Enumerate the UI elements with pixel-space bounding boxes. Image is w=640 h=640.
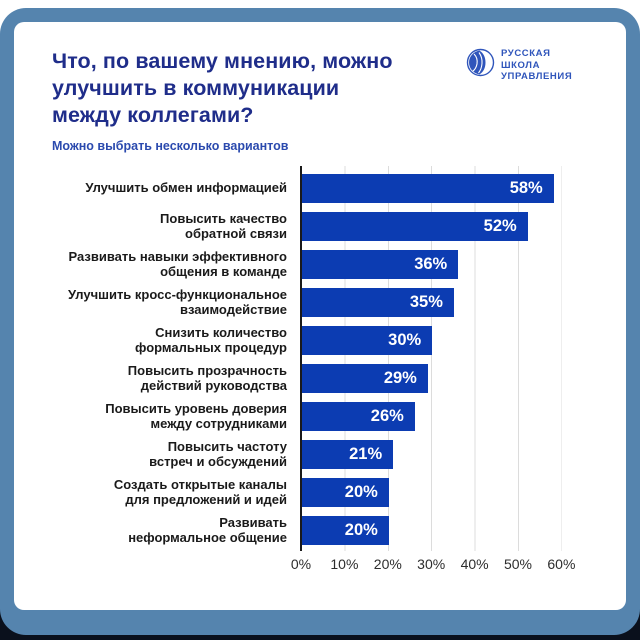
bar-value-label: 58% xyxy=(509,178,543,197)
infographic-card: Что, по вашему мнению, можно улучшить в … xyxy=(14,22,626,610)
bar: 20% xyxy=(302,477,389,507)
bar-value-label: 36% xyxy=(414,254,448,273)
bar-category-label: Улучшить кросс-функциональное взаимодейс… xyxy=(67,286,287,318)
bar-track: 30% xyxy=(300,325,562,355)
bar-track: 52% xyxy=(300,211,562,241)
table-row: Развивать навыки эффективного общения в … xyxy=(50,245,562,283)
bar-category-label: Повысить качество обратной связи xyxy=(160,210,287,242)
bar-value-label: 35% xyxy=(409,292,443,311)
table-row: Развивать неформальное общение 20% xyxy=(50,511,562,549)
bar-track: 20% xyxy=(300,515,562,545)
bar-value-label: 30% xyxy=(388,330,422,349)
bar-category-label: Улучшить обмен информацией xyxy=(85,180,287,196)
bar-rows: Улучшить обмен информацией 58% Повысить ка… xyxy=(50,169,562,549)
bar: 26% xyxy=(302,401,415,431)
table-row: Повысить прозрачность действий руководст… xyxy=(50,359,562,397)
plot-area: Улучшить обмен информацией 58% Повысить ка… xyxy=(50,166,562,551)
bar-track: 36% xyxy=(300,249,562,279)
bar-chart: Улучшить обмен информацией 58% Повысить ка… xyxy=(50,166,576,579)
x-axis-tick-label: 50% xyxy=(503,556,533,572)
x-axis-tick-label: 0% xyxy=(290,556,312,572)
bar-value-label: 20% xyxy=(344,482,378,501)
bar: 36% xyxy=(302,249,459,279)
bar-track: 29% xyxy=(300,363,562,393)
brand-line: РУССКАЯ xyxy=(501,48,551,59)
bar: 52% xyxy=(302,211,528,241)
table-row: Снизить количество формальных процедур 30… xyxy=(50,321,562,359)
bar-value-label: 20% xyxy=(344,520,378,539)
bar-value-label: 26% xyxy=(370,406,404,425)
table-row: Повысить частоту встреч и обсуждений 21% xyxy=(50,435,562,473)
bar-value-label: 52% xyxy=(483,216,517,235)
x-axis-tick-label: 60% xyxy=(547,556,576,572)
x-axis-tick-label: 10% xyxy=(330,556,359,572)
table-row: Повысить уровень доверия между сотрудник… xyxy=(50,397,562,435)
page-title: Что, по вашему мнению, можно улучшить в … xyxy=(52,49,393,127)
brand-line: УПРАВЛЕНИЯ xyxy=(501,71,573,82)
table-row: Улучшить обмен информацией 58% xyxy=(50,169,562,207)
bar-track: 20% xyxy=(300,477,562,507)
bar-category-label: Повысить частоту встреч и обсуждений xyxy=(149,438,287,470)
bar: 58% xyxy=(302,173,554,203)
bar-category-label: Повысить уровень доверия между сотрудник… xyxy=(105,400,287,432)
bar-track: 26% xyxy=(300,401,562,431)
bar-value-label: 21% xyxy=(349,444,383,463)
table-row: Улучшить кросс-функциональное взаимодейс… xyxy=(50,283,562,321)
bar-value-label: 29% xyxy=(383,368,417,387)
table-row: Создать открытые каналы для предложений … xyxy=(50,473,562,511)
bar-category-label: Развивать навыки эффективного общения в … xyxy=(68,248,287,280)
bar-track: 21% xyxy=(300,439,562,469)
bar-category-label: Создать открытые каналы для предложений … xyxy=(113,476,287,508)
bar: 21% xyxy=(302,439,394,469)
bar-track: 35% xyxy=(300,287,562,317)
x-axis-ticks: 0% 10% 20% 30% 40% 50% 60% xyxy=(291,549,576,579)
page-subtitle: Можно выбрать несколько вариантов xyxy=(52,139,289,153)
x-axis-tick-label: 40% xyxy=(460,556,489,572)
bar-category-label: Повысить прозрачность действий руководст… xyxy=(127,362,287,394)
table-row: Повысить качество обратной связи 52% xyxy=(50,207,562,245)
brand-logo-text: РУССКАЯ ШКОЛА УПРАВЛЕНИЯ xyxy=(501,48,572,83)
bar: 20% xyxy=(302,515,389,545)
bar: 29% xyxy=(302,363,428,393)
bar-category-label: Развивать неформальное общение xyxy=(128,514,287,546)
bar-track: 58% xyxy=(300,173,562,203)
x-axis-tick-label: 30% xyxy=(417,556,446,572)
brand-line: ШКОЛА xyxy=(501,59,541,71)
header: Что, по вашему мнению, можно улучшить в … xyxy=(52,48,596,153)
brand-logo: РУССКАЯ ШКОЛА УПРАВЛЕНИЯ xyxy=(466,48,572,83)
bar-category-label: Снизить количество формальных процедур xyxy=(134,324,287,356)
x-axis-tick-label: 20% xyxy=(373,556,402,572)
bar: 30% xyxy=(302,325,433,355)
globe-icon xyxy=(466,48,495,82)
bar: 35% xyxy=(302,287,454,317)
